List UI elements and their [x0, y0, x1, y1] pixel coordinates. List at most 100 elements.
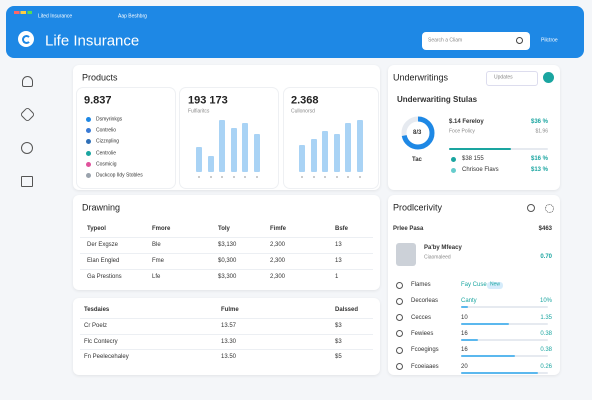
bar [242, 122, 248, 172]
legend-label: Contrelio [96, 127, 117, 134]
list-mid: 16 [461, 330, 468, 337]
progress-fill [461, 355, 515, 358]
bar [356, 119, 363, 172]
sidebar-icon[interactable] [21, 176, 33, 187]
row-icon [396, 346, 403, 354]
donut-center: 8/3 [413, 130, 422, 136]
axis-dot [312, 176, 315, 178]
cell: Cr Poelz [84, 323, 108, 329]
window-dots [14, 11, 32, 14]
card-value: 2.368 [291, 94, 319, 107]
search-icon[interactable] [516, 37, 523, 44]
panel-icon[interactable] [527, 204, 535, 212]
legend-dot [86, 128, 91, 134]
legend-label: Cizznpling [96, 138, 120, 145]
row-icon [396, 330, 403, 338]
axis-dot [221, 176, 223, 178]
legend-label: Dsmyrinkgs [96, 116, 123, 123]
status-value: $1.96 [535, 128, 548, 135]
row-icon [396, 297, 403, 305]
tab: Lited Insurance [38, 13, 73, 20]
list-mid: 10 [461, 314, 468, 321]
cell: $5 [335, 354, 342, 360]
agent-value: 0.70 [540, 254, 552, 260]
total-label: Prlee Pasa [393, 226, 424, 232]
cell: 13.30 [221, 338, 237, 345]
list-mid: 16 [461, 347, 468, 354]
status-label: $.14 Fereloy [449, 119, 484, 125]
status-dot [451, 167, 456, 173]
cell: 13 [335, 258, 342, 264]
sidebar-icon[interactable] [19, 106, 36, 123]
filter-dropdown[interactable] [486, 71, 538, 86]
panel-title: Underwritings [393, 72, 449, 83]
list-mid: 20 [461, 363, 468, 370]
row-divider [80, 333, 373, 335]
panel-title: Products [82, 72, 118, 83]
progress-track [461, 306, 548, 309]
axis-dot [232, 176, 235, 178]
app-title: Life Insurance [45, 32, 140, 50]
cell: 13 [335, 242, 342, 248]
row-icon [396, 363, 403, 370]
progress-fill [461, 338, 479, 341]
legend-dot [86, 139, 91, 145]
confirm-button[interactable] [543, 72, 554, 83]
user-name: Pilctroe [541, 37, 558, 44]
cell: Lfe [152, 274, 161, 280]
list-value: 0.38 [540, 330, 552, 337]
legend-dot [86, 161, 91, 167]
row-divider [80, 349, 373, 350]
column-header: Toly [218, 226, 230, 232]
axis-dot [198, 176, 200, 178]
cell: Fme [152, 258, 164, 264]
search-box[interactable] [422, 32, 530, 50]
legend-dot [86, 150, 91, 156]
status-value: $16 % [530, 156, 548, 162]
donut-arc [401, 116, 435, 150]
agent-name: Pa'by Mfeacy [424, 245, 462, 251]
bar [322, 130, 328, 172]
sidebar-icon[interactable] [22, 76, 33, 87]
list-mid: Canty [461, 298, 477, 305]
card-value: 9.837 [84, 94, 112, 107]
legend-label: Cosmicig [96, 161, 117, 168]
bar [230, 128, 237, 172]
status-dot [451, 156, 456, 162]
cell: Fn Peelecehaley [84, 354, 129, 360]
column-header: Fmore [152, 226, 171, 232]
column-header: Fimfe [270, 226, 287, 232]
axis-dot [358, 176, 361, 178]
axis-dot [244, 176, 246, 178]
subtitle: Underwariting Stulas [397, 95, 478, 104]
sidebar-icon[interactable] [21, 142, 33, 154]
agent-sub: Ciaomaleed [424, 254, 451, 261]
cell: $0,300 [218, 258, 237, 264]
column-header: Tesdaies [84, 307, 110, 313]
row-divider [80, 269, 373, 270]
cell: 1 [335, 274, 339, 280]
column-header: Fulme [221, 307, 239, 313]
cell: 2,300 [270, 274, 286, 280]
cell: $3,300 [218, 274, 237, 280]
column-header: Dalssed [335, 307, 359, 313]
row-divider [80, 237, 373, 238]
bar [207, 155, 214, 172]
legend-dot [86, 117, 91, 122]
card-subtitle: Cullonorsd [291, 108, 315, 115]
list-value: 10% [539, 298, 552, 305]
summary-panel [73, 298, 380, 375]
donut-chart [401, 116, 435, 150]
panel-title: Prodlcerivity [393, 202, 443, 213]
status-value: $13 % [530, 167, 548, 173]
search-placeholder: Search a Cliam [428, 37, 463, 44]
cell: $3 [335, 323, 342, 329]
list-label: Cecces [411, 314, 432, 321]
panel-title: Drawning [82, 202, 121, 213]
row-divider [80, 253, 373, 254]
tab: Aap Beshbrg [118, 13, 147, 20]
panel-icon[interactable] [545, 204, 554, 213]
row-icon [396, 314, 403, 322]
productivity-panel [388, 195, 560, 375]
